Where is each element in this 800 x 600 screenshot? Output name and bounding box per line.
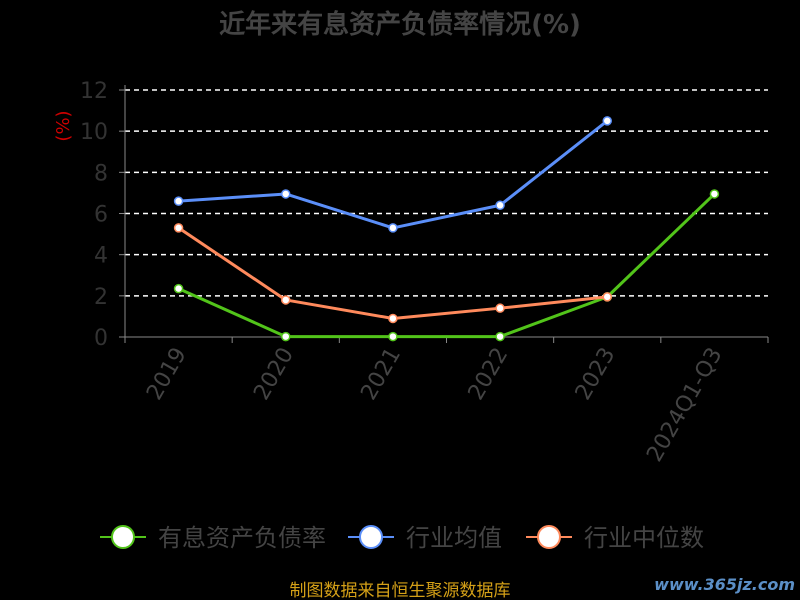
legend-label: 行业中位数	[584, 524, 704, 552]
series-line-2	[177, 226, 608, 320]
x-tick-label: 2020	[249, 344, 299, 405]
y-tick-label: 4	[94, 244, 108, 269]
x-tick-label: 2021	[356, 344, 406, 405]
source-note: 制图数据来自恒生聚源数据库	[290, 581, 511, 600]
y-tick-label: 6	[94, 203, 108, 228]
data-point	[602, 116, 612, 126]
data-point	[173, 223, 184, 233]
data-point	[281, 331, 291, 342]
x-tick-label: 2023	[571, 344, 621, 405]
y-tick-label: 12	[80, 79, 108, 104]
data-point	[281, 295, 291, 305]
data-point	[388, 331, 398, 342]
data-point	[495, 331, 505, 342]
series-line-0	[177, 192, 716, 339]
data-point	[495, 303, 505, 313]
data-point	[173, 283, 184, 294]
data-point	[173, 196, 184, 206]
legend-label: 有息资产负债率	[158, 524, 326, 552]
legend-marker	[359, 525, 383, 549]
series-line-1	[178, 119, 609, 230]
x-tick-label: 2024Q1-Q3	[642, 344, 727, 467]
legend-marker	[111, 525, 135, 549]
data-point	[281, 189, 291, 199]
data-point	[495, 200, 505, 211]
x-tick-label: 2019	[142, 344, 192, 405]
y-tick-label: 2	[94, 285, 108, 310]
data-point	[602, 292, 612, 302]
y-axis-label: (%)	[53, 110, 74, 141]
legend-marker	[537, 525, 561, 549]
watermark: www.365jz.com	[654, 575, 795, 594]
y-tick-label: 10	[80, 120, 108, 145]
data-point	[388, 313, 398, 324]
data-point	[388, 223, 398, 233]
data-point	[709, 189, 720, 199]
chart-title: 近年来有息资产负债率情况(%)	[219, 9, 581, 40]
y-tick-label: 8	[94, 161, 108, 186]
legend-label: 行业均值	[406, 524, 502, 552]
y-tick-label: 0	[94, 326, 108, 351]
x-tick-label: 2022	[464, 344, 514, 405]
